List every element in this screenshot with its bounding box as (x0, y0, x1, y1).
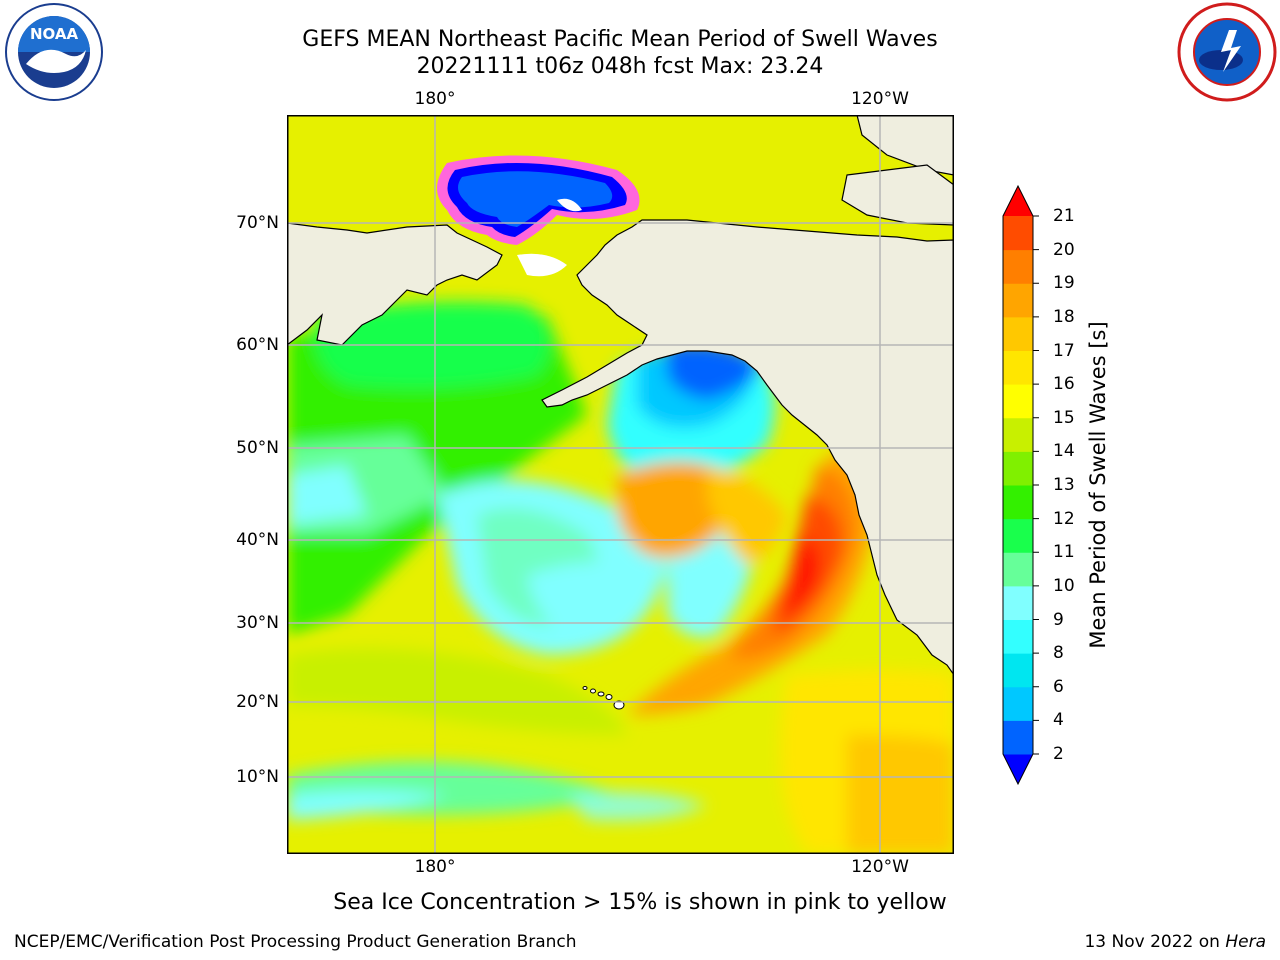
colorbar-segment (1003, 249, 1033, 284)
colorbar-segment (1003, 350, 1033, 385)
colorbar-tick-label: 8 (1053, 643, 1064, 664)
lat-tick-70n: 70°N (236, 213, 279, 233)
colorbar-tick-label: 9 (1053, 609, 1064, 630)
colorbar-segment (1003, 216, 1033, 251)
swell-period-field (287, 301, 954, 854)
colorbar-tick-label: 21 (1053, 206, 1075, 226)
colorbar (1002, 184, 1039, 786)
map-border (287, 115, 954, 854)
map-gridlines (287, 115, 954, 854)
lon-tick-top-120w: 120°W (851, 89, 909, 109)
lat-tick-30n: 30°N (236, 613, 279, 633)
footer-credit: NCEP/EMC/Verification Post Processing Pr… (14, 932, 577, 952)
colorbar-label: Mean Period of Swell Waves [s] (1086, 321, 1110, 649)
colorbar-tick-label: 15 (1053, 407, 1075, 428)
colorbar-segment (1003, 316, 1033, 351)
lon-tick-bottom-120w: 120°W (851, 857, 909, 877)
colorbar-segment (1003, 552, 1033, 587)
lat-tick-20n: 20°N (236, 692, 279, 712)
lon-tick-top-180: 180° (414, 89, 456, 109)
colorbar-segment (1003, 283, 1033, 318)
colorbar-tick-label: 4 (1053, 710, 1064, 731)
svg-text:NOAA: NOAA (30, 25, 79, 43)
colorbar-segment (1003, 653, 1033, 688)
colorbar-tick-label: 12 (1053, 508, 1075, 529)
sea-ice-note: Sea Ice Concentration > 15% is shown in … (333, 890, 947, 915)
colorbar-over-extension (1003, 186, 1033, 216)
chart-title: GEFS MEAN Northeast Pacific Mean Period … (302, 27, 938, 52)
noaa-logo: NOAA (5, 3, 103, 101)
footer-date-text: 13 Nov 2022 on (1084, 932, 1226, 952)
colorbar-segment (1003, 720, 1033, 755)
colorbar-tick-label: 20 (1053, 239, 1075, 260)
colorbar-segment (1003, 686, 1033, 721)
colorbar-tick-label: 18 (1053, 306, 1075, 327)
footer-host: Hera (1225, 932, 1266, 952)
colorbar-tick-label: 19 (1053, 273, 1075, 294)
colorbar-segment (1003, 518, 1033, 553)
colorbar-tick-label: 14 (1053, 441, 1075, 462)
colorbar-tick-label: 17 (1053, 340, 1075, 361)
lat-tick-50n: 50°N (236, 438, 279, 458)
chart-subtitle: 20221111 t06z 048h fcst Max: 23.24 (416, 54, 824, 79)
colorbar-tick-label: 11 (1053, 542, 1075, 563)
lat-tick-10n: 10°N (236, 767, 279, 787)
colorbar-tick-label: 13 (1053, 475, 1075, 495)
footer-date: 13 Nov 2022 on Hera (1084, 932, 1266, 952)
colorbar-tick-label: 6 (1053, 676, 1064, 697)
colorbar-segment (1003, 485, 1033, 520)
colorbar-segment (1003, 417, 1033, 452)
nws-logo (1177, 2, 1277, 102)
lon-tick-bottom-180: 180° (414, 857, 456, 877)
colorbar-segment (1003, 619, 1033, 654)
lat-tick-40n: 40°N (236, 530, 279, 550)
colorbar-tick-label: 10 (1053, 575, 1075, 596)
map-plot-area (287, 115, 954, 854)
colorbar-under-extension (1003, 754, 1033, 784)
colorbar-segment (1003, 384, 1033, 419)
colorbar-tick-label: 16 (1053, 374, 1075, 395)
hawaii-islands (582, 686, 625, 710)
colorbar-segment (1003, 451, 1033, 486)
colorbar-segment (1003, 585, 1033, 620)
land-masses (287, 115, 954, 677)
lat-tick-60n: 60°N (236, 335, 279, 355)
colorbar-tick-label: 2 (1053, 744, 1064, 764)
